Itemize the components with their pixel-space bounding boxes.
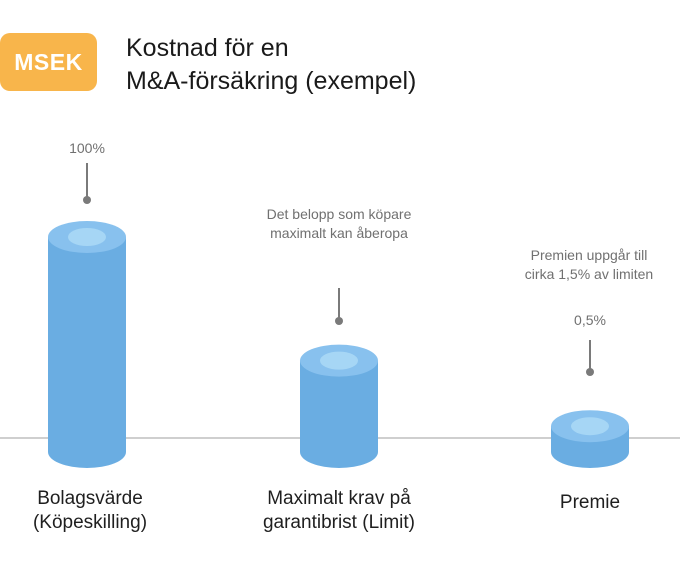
annotation-premie: Premien uppgår till cirka 1,5% av limite… [484, 246, 680, 284]
category-label-bolagsvarde: Bolagsvärde (Köpeskilling) [0, 487, 180, 535]
category-label-limit: Maximalt krav på garantibrist (Limit) [229, 487, 449, 535]
pin-dot-premie [586, 368, 594, 376]
bar-bolagsvarde [48, 237, 126, 468]
bar-highlight-limit [320, 351, 358, 370]
bar-limit [300, 360, 378, 468]
annotation-limit: Det belopp som köpare maximalt kan åbero… [219, 205, 459, 243]
annotation-line: Det belopp som köpare [266, 206, 412, 222]
category-label-premie: Premie [530, 491, 650, 515]
value-label-bolagsvarde: 100% [69, 140, 105, 156]
chart-title-line-1: Kostnad för en [126, 34, 289, 62]
category-label-line: Maximalt krav på [267, 488, 411, 509]
chart-title: Kostnad för en M&A-försäkring (exempel) [126, 32, 416, 98]
pin-dot-limit [335, 317, 343, 325]
category-label-line: Premie [559, 492, 621, 513]
annotation-line: Premien uppgår till [530, 247, 648, 263]
category-label-line: (Köpeskilling) [32, 512, 148, 533]
value-label-premie: 0,5% [574, 312, 606, 328]
bar-highlight-bolagsvarde [68, 228, 106, 246]
msek-badge: MSEK [0, 33, 97, 91]
annotation-line: maximalt kan åberopa [270, 225, 408, 241]
annotation-line: cirka 1,5% av limiten [524, 266, 654, 282]
category-label-line: garantibrist (Limit) [262, 512, 416, 533]
chart-title-line-2: M&A-försäkring (exempel) [126, 67, 417, 95]
bar-highlight-premie [571, 417, 609, 436]
pin-dot-bolagsvarde [83, 196, 91, 204]
category-label-line: Bolagsvärde [37, 488, 143, 509]
